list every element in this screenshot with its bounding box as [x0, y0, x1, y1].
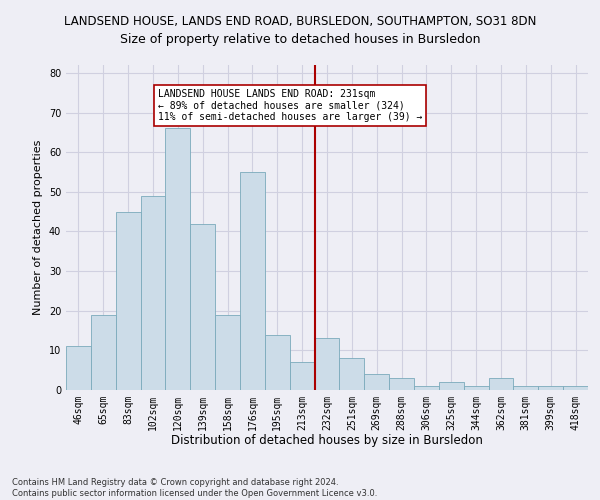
Bar: [116, 212, 140, 390]
Bar: [91, 314, 116, 390]
Bar: [140, 196, 166, 390]
Text: LANDSEND HOUSE, LANDS END ROAD, BURSLEDON, SOUTHAMPTON, SO31 8DN: LANDSEND HOUSE, LANDS END ROAD, BURSLEDO…: [64, 15, 536, 28]
Text: Contains HM Land Registry data © Crown copyright and database right 2024.
Contai: Contains HM Land Registry data © Crown c…: [12, 478, 377, 498]
Text: Size of property relative to detached houses in Bursledon: Size of property relative to detached ho…: [120, 32, 480, 46]
Bar: [439, 382, 464, 390]
Bar: [265, 334, 290, 390]
Bar: [514, 386, 538, 390]
Bar: [340, 358, 364, 390]
Bar: [240, 172, 265, 390]
Bar: [166, 128, 190, 390]
Bar: [290, 362, 314, 390]
Y-axis label: Number of detached properties: Number of detached properties: [33, 140, 43, 315]
Bar: [538, 386, 563, 390]
X-axis label: Distribution of detached houses by size in Bursledon: Distribution of detached houses by size …: [171, 434, 483, 448]
Bar: [389, 378, 414, 390]
Bar: [314, 338, 340, 390]
Bar: [66, 346, 91, 390]
Bar: [215, 314, 240, 390]
Bar: [364, 374, 389, 390]
Bar: [190, 224, 215, 390]
Bar: [464, 386, 488, 390]
Bar: [488, 378, 514, 390]
Bar: [563, 386, 588, 390]
Bar: [414, 386, 439, 390]
Text: LANDSEND HOUSE LANDS END ROAD: 231sqm
← 89% of detached houses are smaller (324): LANDSEND HOUSE LANDS END ROAD: 231sqm ← …: [158, 89, 422, 122]
